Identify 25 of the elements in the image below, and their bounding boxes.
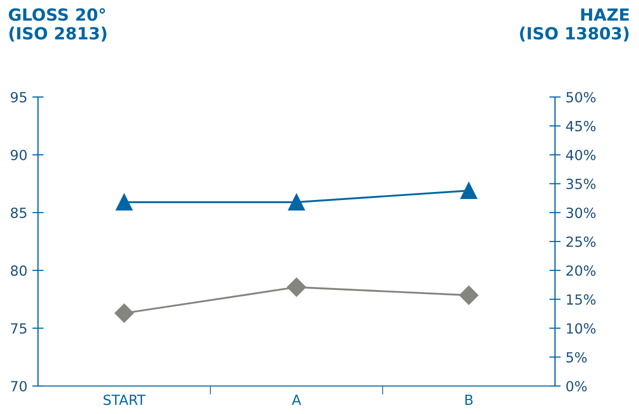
y2-tick-label: 35% <box>566 178 596 190</box>
y2-tick-label: 15% <box>566 294 596 305</box>
point <box>286 278 306 297</box>
y2-tick-label: 10% <box>566 323 596 334</box>
point <box>459 286 478 305</box>
x-tick-label: B <box>465 394 473 405</box>
y-tick-label: 70 <box>11 380 27 392</box>
y2-tick-label: 30% <box>566 208 596 218</box>
y2-tick-label: 50% <box>566 92 596 102</box>
y-tick-label: 85 <box>10 208 26 218</box>
y-tick-label: 80 <box>10 265 27 276</box>
y-tick-label: 75 <box>11 323 26 334</box>
y2-tick-label: 0% <box>566 380 587 392</box>
y-axis-title: GLOSS 20° (ISO 2813) <box>8 8 106 42</box>
y2-tick-label: 45% <box>566 120 596 132</box>
y2-tick-label: 20% <box>566 265 596 276</box>
y2-axis-title: HAZE (ISO 13803) <box>520 8 629 42</box>
x-tick-label: A <box>292 394 302 405</box>
y-tick-label: 90 <box>10 150 27 160</box>
y-tick-label: 95 <box>10 92 26 102</box>
y2-tick-label: 5% <box>566 352 587 363</box>
y2-tick-label: 40% <box>566 150 596 160</box>
x-tick-label: START <box>104 394 146 406</box>
y2-tick-label: 25% <box>566 236 596 247</box>
point <box>114 304 134 323</box>
